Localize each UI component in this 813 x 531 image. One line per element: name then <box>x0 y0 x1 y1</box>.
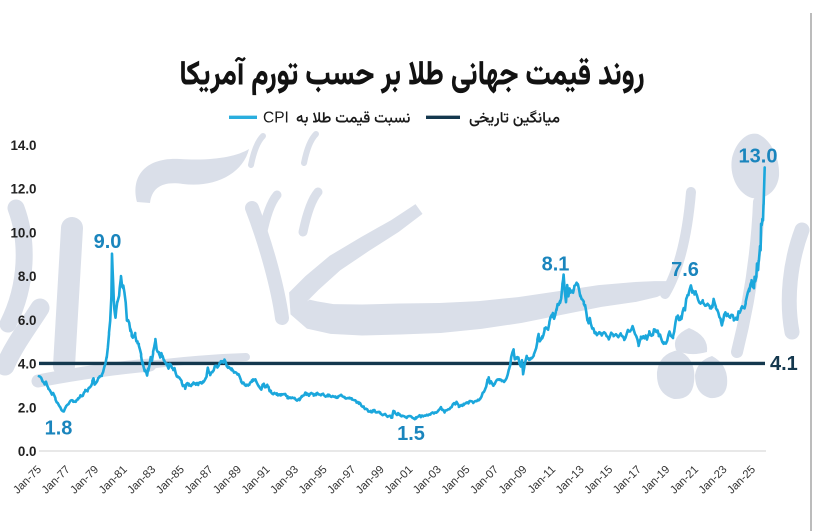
svg-text:4.1: 4.1 <box>770 353 798 375</box>
svg-text:13.0: 13.0 <box>739 146 778 168</box>
svg-text:7.6: 7.6 <box>671 259 699 281</box>
svg-text:2.0: 2.0 <box>18 400 37 415</box>
svg-text:4.0: 4.0 <box>18 357 37 372</box>
svg-text:0.0: 0.0 <box>18 444 37 459</box>
svg-text:9.0: 9.0 <box>94 231 122 253</box>
svg-text:1.8: 1.8 <box>45 418 73 440</box>
svg-text:14.0: 14.0 <box>10 138 36 153</box>
svg-text:6.0: 6.0 <box>18 313 37 328</box>
svg-text:8.0: 8.0 <box>18 269 37 284</box>
svg-text:1.5: 1.5 <box>397 423 425 445</box>
svg-text:12.0: 12.0 <box>10 182 36 197</box>
svg-text:CPI: CPI <box>263 110 289 127</box>
svg-text:10.0: 10.0 <box>10 225 36 240</box>
svg-text:8.1: 8.1 <box>542 254 570 276</box>
